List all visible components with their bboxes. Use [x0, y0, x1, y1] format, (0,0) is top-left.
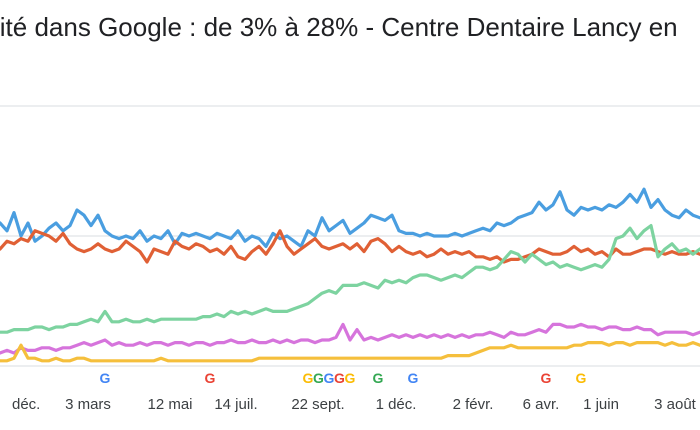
series-line-5: [0, 341, 700, 363]
x-tick-label: 3 mars: [65, 396, 111, 413]
gridlines: [0, 105, 700, 367]
x-tick-label: 1 déc.: [376, 396, 417, 413]
x-tick-label: 2 févr.: [453, 396, 494, 413]
series-line-4: [0, 322, 700, 355]
google-update-markers: GGGGGGGGGGGG: [100, 370, 587, 386]
google-update-marker: G: [345, 370, 356, 386]
google-update-marker: G: [205, 370, 216, 386]
series-lines: [0, 187, 700, 363]
google-update-marker: G: [334, 370, 345, 386]
google-update-marker: G: [373, 370, 384, 386]
google-update-marker: G: [100, 370, 111, 386]
series-line-3: [0, 224, 700, 334]
google-update-marker: G: [324, 370, 335, 386]
google-update-marker: G: [541, 370, 552, 386]
google-update-marker: G: [576, 370, 587, 386]
x-tick-label: 22 sept.: [291, 396, 344, 413]
google-update-marker: G: [303, 370, 314, 386]
google-update-marker: G: [408, 370, 419, 386]
x-tick-label: déc.: [12, 396, 40, 413]
x-axis-tick-labels: déc. 3 mars 12 mai 14 juil. 22 sept. 1 déc. 2 …: [12, 396, 697, 413]
x-tick-label: 14 juil.: [214, 396, 257, 413]
x-tick-label: 3 août: [654, 396, 697, 413]
series-line-2: [0, 229, 700, 264]
x-tick-label: 12 mai: [147, 396, 192, 413]
x-tick-label: 1 juin: [583, 396, 619, 413]
chart-title: lité dans Google : de 3% à 28% - Centre …: [0, 12, 678, 42]
google-update-marker: G: [313, 370, 324, 386]
x-tick-label: 6 avr.: [523, 396, 560, 413]
series-line-1: [0, 187, 700, 248]
